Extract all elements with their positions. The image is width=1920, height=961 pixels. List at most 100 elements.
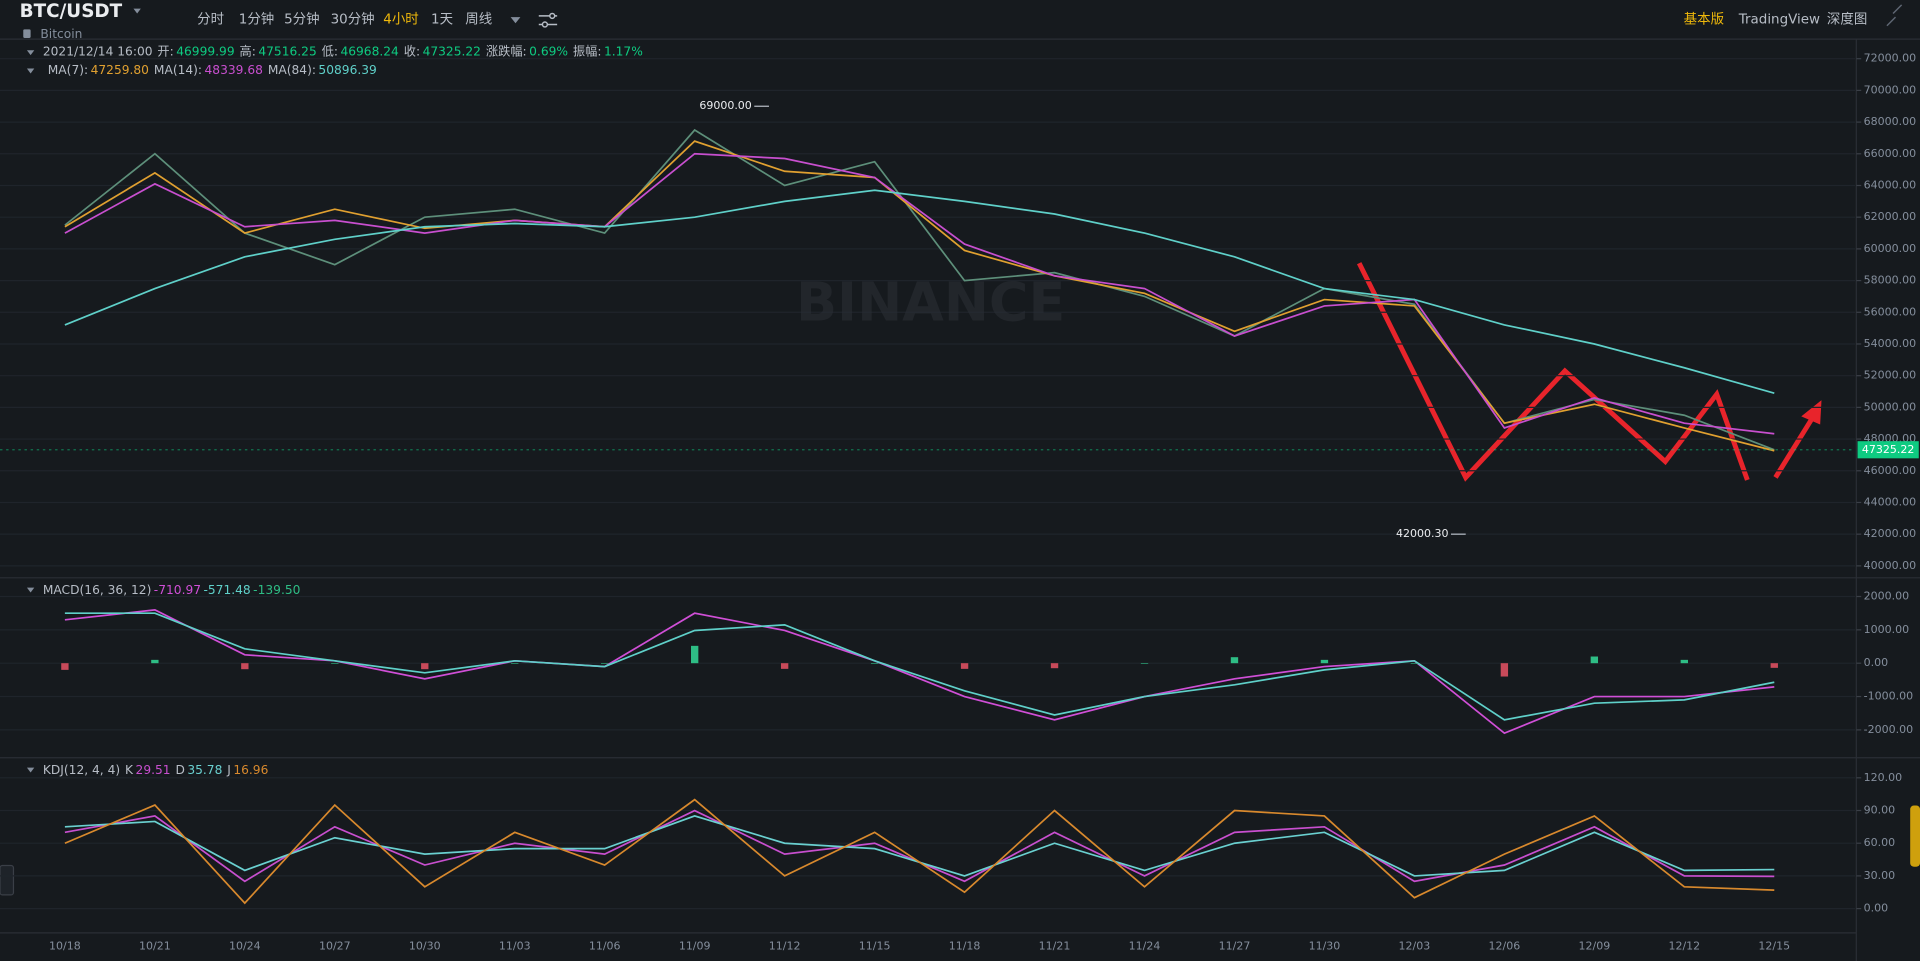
legend-name: J bbox=[226, 763, 231, 777]
legend-name: MA(14): bbox=[154, 62, 202, 76]
panel-legend: KDJ(12, 4, 4) K 29.51 D 35.78 J 16.96 bbox=[43, 763, 269, 777]
y-tick-label: 0.00 bbox=[1864, 656, 1889, 669]
last-price-label: 47325.22 bbox=[1862, 443, 1915, 456]
toggle-icon[interactable] bbox=[26, 68, 35, 74]
y-tick-label: 120.00 bbox=[1864, 771, 1903, 784]
info-value: 46999.99 bbox=[176, 44, 234, 58]
view-button[interactable]: TradingView bbox=[1738, 13, 1820, 28]
y-tick-label: 1000.00 bbox=[1864, 623, 1910, 636]
x-tick-label: 10/27 bbox=[319, 939, 351, 952]
symbol-dropdown[interactable] bbox=[133, 8, 141, 14]
series-line bbox=[64, 609, 1775, 735]
x-tick-label: 11/30 bbox=[1309, 939, 1341, 952]
panel-legend: MA(7): 47259.80 MA(14): 48339.68 MA(84): 5089… bbox=[48, 62, 377, 76]
x-tick-label: 12/09 bbox=[1578, 939, 1610, 952]
legend-value: -139.50 bbox=[253, 583, 300, 597]
info-value: 0.69% bbox=[529, 44, 568, 58]
y-tick-label: 46000.00 bbox=[1864, 464, 1917, 477]
x-tick-label: 11/06 bbox=[589, 939, 621, 952]
expand-button[interactable] bbox=[0, 864, 15, 896]
info-value: 47516.25 bbox=[258, 44, 316, 58]
series-line bbox=[64, 189, 1775, 395]
settings-icon[interactable] bbox=[538, 12, 558, 28]
interval-button[interactable]: 5分钟 bbox=[284, 11, 319, 28]
toggle-icon[interactable] bbox=[26, 587, 35, 593]
series-line bbox=[64, 152, 1775, 435]
y-tick-label: 50000.00 bbox=[1864, 400, 1917, 413]
histogram-bar bbox=[601, 663, 609, 664]
histogram-bar bbox=[1770, 663, 1778, 668]
y-tick-label: 44000.00 bbox=[1864, 495, 1917, 508]
annotation-label: 42000.30 bbox=[1396, 527, 1449, 540]
interval-button[interactable]: 1分钟 bbox=[239, 11, 274, 28]
toggle-icon[interactable] bbox=[26, 767, 35, 773]
y-tick-label: -1000.00 bbox=[1864, 690, 1913, 703]
series-line bbox=[64, 612, 1775, 721]
legend-value: 35.78 bbox=[187, 763, 222, 777]
histogram-bar bbox=[690, 645, 699, 664]
legend-name: MA(7): bbox=[48, 62, 88, 76]
scrollbar[interactable] bbox=[1910, 805, 1920, 867]
histogram-bar bbox=[1320, 659, 1329, 664]
indicator-title: KDJ(12, 4, 4) bbox=[43, 763, 120, 777]
interval-button[interactable]: 30分钟 bbox=[331, 11, 375, 28]
info-value: 47325.22 bbox=[423, 44, 481, 58]
ohlc-info: 2021/12/14 16:00 开: 46999.99 高: 47516.25 低: 46… bbox=[43, 43, 643, 58]
y-tick-label: 58000.00 bbox=[1864, 274, 1917, 287]
histogram-bar bbox=[1230, 657, 1239, 664]
collapse-icon[interactable] bbox=[1886, 4, 1903, 27]
interval-button[interactable]: 4小时 bbox=[383, 12, 418, 28]
interval-button[interactable]: 分时 bbox=[197, 12, 224, 28]
y-tick-label: 70000.00 bbox=[1864, 83, 1917, 96]
histogram-bar bbox=[780, 663, 789, 669]
annotation-label: 69000.00 bbox=[699, 99, 752, 112]
legend-value: 16.96 bbox=[233, 763, 268, 777]
y-tick-label: 52000.00 bbox=[1864, 369, 1917, 382]
y-tick-label: 64000.00 bbox=[1864, 178, 1917, 191]
y-tick-label: 42000.00 bbox=[1864, 527, 1917, 540]
interval-button[interactable]: 周线 bbox=[465, 12, 492, 28]
histogram-bar bbox=[870, 663, 879, 664]
y-tick-label: 62000.00 bbox=[1864, 210, 1917, 223]
drawn-zigzag bbox=[1356, 262, 1750, 482]
x-tick-label: 11/27 bbox=[1219, 939, 1251, 952]
y-tick-label: 30.00 bbox=[1864, 869, 1896, 882]
y-tick-label: 0.00 bbox=[1864, 902, 1889, 915]
x-tick-label: 10/24 bbox=[229, 939, 261, 952]
series-line bbox=[64, 140, 1775, 452]
interval-button[interactable]: 1天 bbox=[431, 13, 453, 28]
x-tick-label: 11/15 bbox=[859, 939, 891, 952]
x-tick-label: 12/15 bbox=[1758, 939, 1790, 952]
symbol: BTC/USDT bbox=[20, 1, 123, 22]
x-tick-label: 12/03 bbox=[1399, 939, 1431, 952]
x-tick-label: 11/09 bbox=[679, 939, 711, 952]
info-label: 收: bbox=[404, 44, 420, 58]
info-date: 2021/12/14 16:00 bbox=[43, 44, 153, 58]
histogram-bar bbox=[61, 663, 69, 670]
x-tick-label: 11/03 bbox=[499, 939, 531, 952]
last-price-tag bbox=[1857, 441, 1919, 459]
histogram-bar bbox=[511, 663, 519, 664]
legend-name: K bbox=[125, 763, 134, 777]
y-tick-label: -2000.00 bbox=[1864, 723, 1913, 736]
y-tick-label: 54000.00 bbox=[1864, 337, 1917, 350]
legend-value: 29.51 bbox=[136, 763, 171, 777]
x-tick-label: 10/21 bbox=[139, 939, 171, 952]
x-tick-label: 11/24 bbox=[1129, 939, 1161, 952]
view-button[interactable]: 基本版 bbox=[1684, 11, 1724, 28]
legend-value: -571.48 bbox=[203, 583, 250, 597]
info-label: 涨跌幅: bbox=[486, 43, 527, 58]
histogram-bar bbox=[960, 663, 969, 669]
y-tick-label: 40000.00 bbox=[1864, 559, 1917, 572]
info-label: 低: bbox=[322, 44, 338, 58]
y-tick-label: 66000.00 bbox=[1864, 147, 1917, 160]
view-button[interactable]: 深度图 bbox=[1827, 12, 1867, 28]
histogram-bar bbox=[1050, 663, 1059, 669]
more-intervals[interactable] bbox=[510, 17, 521, 24]
x-tick-label: 10/18 bbox=[49, 939, 81, 952]
toggle-icon[interactable] bbox=[26, 50, 35, 56]
info-label: 开: bbox=[157, 44, 173, 58]
legend-value: -710.97 bbox=[154, 583, 201, 597]
x-tick-label: 12/12 bbox=[1668, 939, 1700, 952]
histogram-bar bbox=[1590, 656, 1599, 664]
